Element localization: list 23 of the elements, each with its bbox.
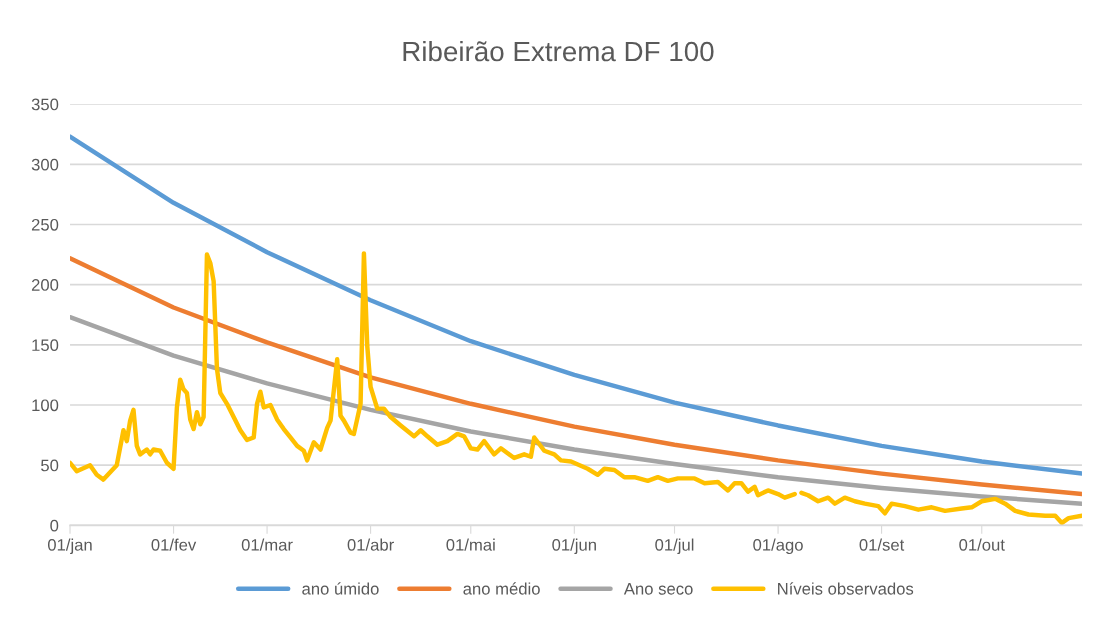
legend-label: ano médio [463, 582, 540, 595]
x-tick-label: 01/out [959, 538, 1005, 551]
y-tick-label: 300 [31, 158, 59, 171]
x-tick-label: 01/ago [753, 538, 803, 555]
legend-label: Ano seco [623, 583, 693, 595]
y-tick-label: 150 [32, 339, 59, 352]
x-tick-label: 01/jun [552, 538, 596, 555]
x-tick-label: 01/fev [151, 538, 197, 551]
y-tick-label: 350 [31, 98, 59, 111]
legend-label: Níveis observados [778, 582, 914, 595]
x-tick-label: 01/mai [446, 538, 495, 551]
x-tick-label: 01/jan [47, 538, 92, 555]
chart-title: Ribeirão Extrema DF 100 [403, 40, 714, 62]
x-tick-label: 01/mar [241, 538, 293, 551]
y-tick-label: 250 [31, 218, 59, 231]
y-tick-label: 50 [41, 459, 59, 472]
legend-label: ano úmido [302, 582, 379, 595]
y-tick-label: 200 [31, 279, 59, 291]
y-tick-label: 0 [50, 519, 59, 532]
y-tick-label: 100 [32, 399, 59, 412]
x-tick-label: 01/set [859, 538, 905, 551]
x-tick-label: 01/jul [655, 538, 694, 555]
x-tick-label: 01/abr [347, 538, 394, 551]
